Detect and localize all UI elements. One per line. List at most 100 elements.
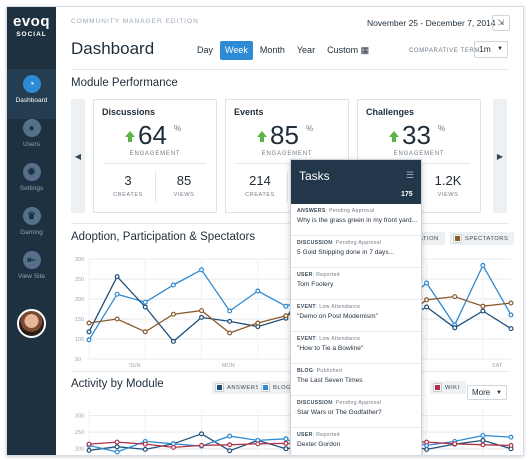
tab-year[interactable]: Year: [296, 45, 316, 55]
checkbox-icon: [262, 384, 269, 391]
task-status: Pending Approval: [335, 240, 382, 246]
data-point[interactable]: [227, 318, 233, 324]
data-point[interactable]: [142, 446, 148, 452]
carousel-prev-button[interactable]: ◀: [71, 99, 85, 213]
data-point[interactable]: [199, 314, 205, 320]
data-point[interactable]: [480, 432, 486, 438]
sidebar-item-label: Users: [23, 141, 40, 148]
task-item[interactable]: ANSWERS: Pending Approval Why is the gras…: [291, 204, 421, 236]
data-point[interactable]: [508, 434, 514, 440]
legend-participation[interactable]: ATION: [417, 232, 445, 245]
data-point[interactable]: [424, 439, 430, 445]
data-point[interactable]: [199, 442, 205, 448]
task-item[interactable]: EVENT: Low Attendance "Demo on Post Moder…: [291, 300, 421, 332]
data-point[interactable]: [508, 326, 514, 332]
data-point[interactable]: [86, 329, 92, 335]
list-icon[interactable]: ☰: [406, 170, 415, 180]
data-point[interactable]: [452, 441, 458, 447]
module-card-discussions[interactable]: Discussions 64 % ENGAGEMENT 3 CREATES 85…: [93, 99, 217, 213]
data-point[interactable]: [508, 300, 514, 306]
sidebar-item-dashboard[interactable]: ◔ Dashboard: [7, 69, 56, 119]
data-point[interactable]: [114, 444, 120, 450]
data-point[interactable]: [170, 444, 176, 450]
tab-custom[interactable]: Custom ▦: [322, 41, 374, 60]
tab-month[interactable]: Month: [259, 45, 285, 55]
data-point[interactable]: [480, 262, 486, 268]
legend-blog[interactable]: BLOG: [258, 381, 298, 394]
data-point[interactable]: [142, 304, 148, 310]
data-point[interactable]: [508, 442, 514, 448]
brand-logo[interactable]: evoq SOCIAL: [10, 13, 53, 38]
data-point[interactable]: [142, 329, 148, 335]
sidebar-item-label: Dashboard: [15, 97, 48, 104]
data-point[interactable]: [283, 440, 289, 446]
task-item[interactable]: DISCUSSION: Pending Approval Star Wars or…: [291, 396, 421, 428]
data-point[interactable]: [255, 441, 261, 447]
data-point[interactable]: [424, 446, 430, 452]
data-point[interactable]: [114, 274, 120, 280]
data-point[interactable]: [199, 308, 205, 314]
data-point[interactable]: [114, 316, 120, 322]
legend-spectators[interactable]: SPECTATORS: [450, 232, 515, 245]
data-point[interactable]: [255, 320, 261, 326]
module-performance-title: Module Performance: [71, 77, 178, 89]
data-point[interactable]: [170, 338, 176, 344]
y-tick-label: 250: [75, 430, 84, 436]
data-point[interactable]: [283, 436, 289, 442]
data-point[interactable]: [227, 442, 233, 448]
task-status: Low Attendance: [319, 336, 361, 342]
data-point[interactable]: [199, 431, 205, 437]
data-point[interactable]: [227, 448, 233, 454]
task-item[interactable]: USER: Reported Dexter Gordon: [291, 428, 421, 455]
data-point[interactable]: [227, 308, 233, 314]
task-item[interactable]: USER: Reported Tom Foolery: [291, 268, 421, 300]
data-point[interactable]: [424, 304, 430, 310]
data-point[interactable]: [114, 439, 120, 445]
data-point[interactable]: [170, 311, 176, 317]
data-point[interactable]: [142, 441, 148, 447]
data-point[interactable]: [86, 337, 92, 343]
date-range[interactable]: November 25 - December 7, 2014: [367, 18, 496, 28]
data-point[interactable]: [452, 325, 458, 331]
sidebar-item-gaming[interactable]: ♛ Gaming: [7, 201, 56, 251]
data-point[interactable]: [480, 308, 486, 314]
data-point[interactable]: [114, 449, 120, 455]
data-point[interactable]: [424, 297, 430, 303]
data-point[interactable]: [283, 313, 289, 319]
data-point[interactable]: [480, 442, 486, 448]
data-point[interactable]: [199, 267, 205, 273]
data-point[interactable]: [86, 447, 92, 453]
comparative-term-select[interactable]: 1m ▼: [474, 41, 508, 58]
data-point[interactable]: [86, 320, 92, 326]
data-point[interactable]: [142, 299, 148, 305]
data-point[interactable]: [170, 282, 176, 288]
data-point[interactable]: [114, 291, 120, 297]
tab-week[interactable]: Week: [220, 41, 253, 60]
data-point[interactable]: [480, 303, 486, 309]
data-point[interactable]: [480, 437, 486, 443]
data-point[interactable]: [283, 303, 289, 309]
task-item[interactable]: BLOG: Published The Last Seven Times: [291, 364, 421, 396]
data-point[interactable]: [424, 280, 430, 286]
data-point[interactable]: [255, 288, 261, 294]
data-point[interactable]: [86, 441, 92, 447]
sidebar-item-view-site[interactable]: ⇤ View Site: [7, 245, 56, 295]
export-button[interactable]: ⇲: [492, 15, 510, 31]
data-point[interactable]: [452, 294, 458, 300]
legend-answers[interactable]: ANSWERS: [212, 381, 266, 394]
data-point[interactable]: [227, 330, 233, 336]
legend-wiki[interactable]: WIKI: [430, 381, 466, 394]
carousel-next-button[interactable]: ▶: [493, 99, 507, 213]
tab-day[interactable]: Day: [197, 45, 214, 55]
module-card-events[interactable]: Events 85 % ENGAGEMENT 214 CREATES: [225, 99, 349, 213]
more-select[interactable]: More ▼: [467, 385, 507, 400]
sidebar-item-settings[interactable]: ✹ Settings: [7, 157, 56, 207]
avatar[interactable]: [17, 309, 46, 338]
task-item[interactable]: EVENT: Low Attendance "How to Tie a Bowli…: [291, 332, 421, 364]
data-point[interactable]: [508, 312, 514, 318]
chevron-down-icon: ▼: [497, 46, 503, 52]
task-item[interactable]: DISCUSSION: Pending Approval 5 Gold Shipp…: [291, 236, 421, 268]
data-point[interactable]: [227, 433, 233, 439]
sidebar-item-users[interactable]: ● Users: [7, 113, 56, 163]
data-point[interactable]: [283, 446, 289, 452]
